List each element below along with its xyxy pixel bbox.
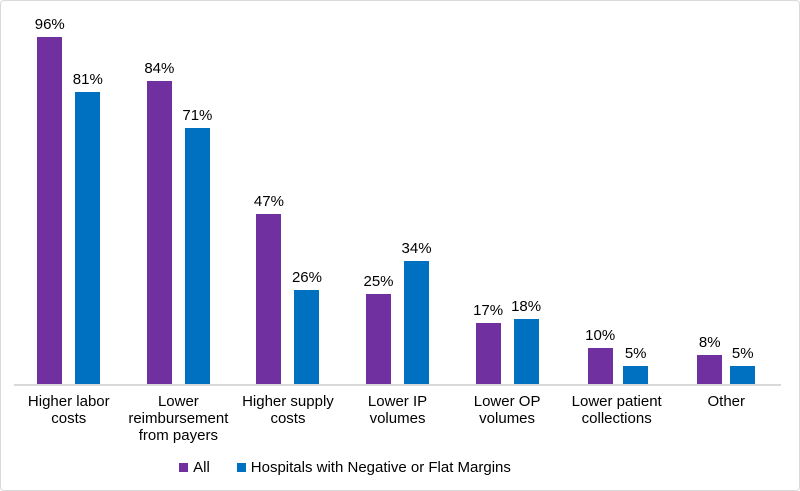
bar-group-lower-patient-collections: 10% 5% <box>562 327 672 384</box>
bar-with-label: 84% <box>144 60 174 384</box>
bar-all <box>475 323 501 384</box>
data-label: 47% <box>253 193 284 210</box>
data-label: 17% <box>473 302 504 319</box>
data-label: 96% <box>34 16 65 33</box>
bar-with-label: 96% <box>35 16 65 384</box>
data-label: 71% <box>182 107 213 124</box>
data-label: 8% <box>698 334 721 351</box>
bar-hospitals-with-negative-or-flat-margins <box>730 366 756 384</box>
data-label: 84% <box>144 60 175 77</box>
bar-with-label: 34% <box>402 240 432 384</box>
category-axis: Higher labor costs Lower reimbursement fr… <box>14 386 781 444</box>
data-label: 25% <box>363 273 394 290</box>
bar-group-lower-reimbursement-from-payers: 84% 71% <box>124 60 234 384</box>
bar-with-label: 5% <box>730 345 756 384</box>
data-label: 18% <box>511 298 542 315</box>
bar-with-label: 5% <box>623 345 649 384</box>
bar-hospitals-with-negative-or-flat-margins <box>184 128 210 384</box>
data-label: 34% <box>401 240 432 257</box>
bar-with-label: 18% <box>511 298 541 384</box>
bar-hospitals-with-negative-or-flat-margins <box>513 319 539 384</box>
legend-swatch-all <box>179 463 189 472</box>
bar-all <box>366 294 391 384</box>
bar-group-other: 8% 5% <box>671 334 781 384</box>
legend-swatch-hospitals-with-negative-or-flat-margins <box>236 463 246 472</box>
legend-item-hospitals-with-negative-or-flat-margins: Hospitals with Negative or Flat Margins <box>236 459 511 476</box>
bar-with-label: 71% <box>182 107 212 384</box>
bar-all <box>697 355 723 384</box>
legend-label: Hospitals with Negative or Flat Margins <box>250 459 511 476</box>
bar-with-label: 26% <box>292 269 322 384</box>
category-label-other: Other <box>707 393 746 410</box>
legend-item-all: All <box>179 459 210 476</box>
bar-group-higher-supply-costs: 47% 26% <box>233 193 343 384</box>
data-label: 81% <box>72 71 103 88</box>
bar-group-higher-labor-costs: 96% 81% <box>14 16 124 384</box>
bar-with-label: 8% <box>697 334 723 384</box>
data-label: 5% <box>731 345 754 362</box>
category-label-higher-labor-costs: Higher labor costs <box>27 393 110 427</box>
legend: All Hospitals with Negative or Flat Margi… <box>1 459 744 476</box>
category-label-lower-patient-collections: Lower patient collections <box>571 393 662 427</box>
data-label: 26% <box>291 269 322 286</box>
plot-area: 96% 81% 84% 71% 47% 26% 25% 34% 17% 18% 10% 5% 8% 5% <box>14 1 781 386</box>
category-label-higher-supply-costs: Higher supply costs <box>242 393 334 427</box>
bar-hospitals-with-negative-or-flat-margins <box>623 366 649 384</box>
category-label-lower-reimbursement-from-payers: Lower reimbursement from payers <box>128 393 229 444</box>
bar-with-label: 10% <box>585 327 615 384</box>
bar-with-label: 25% <box>363 273 394 384</box>
bar-group-lower-op-volumes: 17% 18% <box>452 298 562 384</box>
category-label-lower-ip-volumes: Lower IP volumes <box>367 393 428 427</box>
bar-all <box>587 348 613 384</box>
bar-group-lower-ip-volumes: 25% 34% <box>343 240 453 384</box>
bar-all <box>256 214 282 384</box>
legend-label: All <box>193 459 210 476</box>
bar-with-label: 17% <box>473 302 503 384</box>
bar-all <box>37 37 63 384</box>
bar-hospitals-with-negative-or-flat-margins <box>75 92 101 384</box>
bar-hospitals-with-negative-or-flat-margins <box>294 290 320 384</box>
bar-with-label: 81% <box>73 71 103 384</box>
bar-all <box>146 81 172 384</box>
bar-hospitals-with-negative-or-flat-margins <box>404 261 430 384</box>
category-label-lower-op-volumes: Lower OP volumes <box>473 393 541 427</box>
data-label: 5% <box>624 345 647 362</box>
data-label: 10% <box>585 327 616 344</box>
bar-with-label: 47% <box>254 193 284 384</box>
